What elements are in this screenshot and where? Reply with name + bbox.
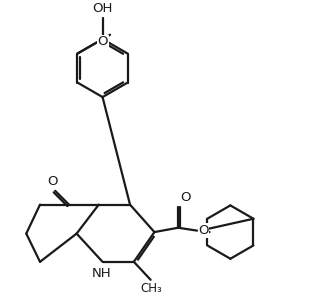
Text: O: O — [181, 191, 191, 204]
Text: O: O — [48, 175, 58, 188]
Text: O: O — [198, 224, 209, 237]
Text: NH: NH — [92, 267, 112, 280]
Text: OH: OH — [92, 2, 113, 15]
Text: O: O — [97, 35, 108, 49]
Text: CH₃: CH₃ — [141, 283, 162, 295]
